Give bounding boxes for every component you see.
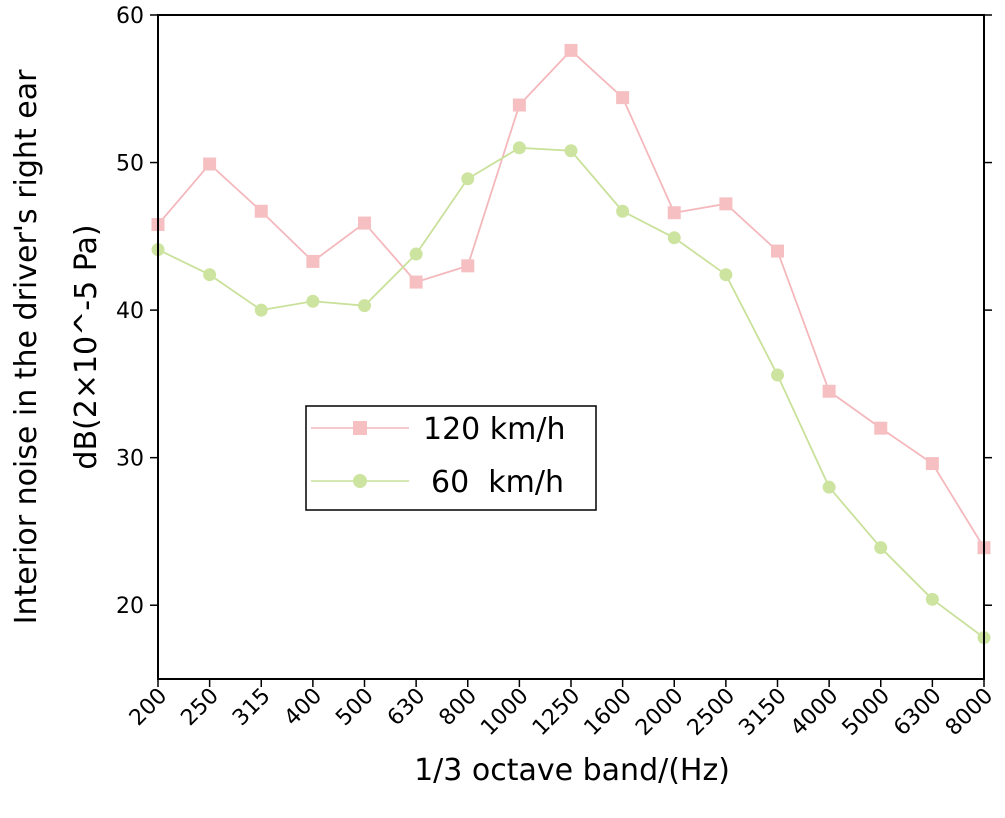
y-axis-title-line1: Interior noise in the driver's right ear: [9, 69, 44, 624]
series-layer: [151, 43, 991, 645]
x-tick-label: 630: [383, 684, 430, 731]
data-point-square: [771, 244, 784, 258]
x-tick-label: 5000: [838, 684, 895, 741]
x-tick-label: 250: [176, 684, 223, 731]
series-1: [151, 141, 991, 645]
y-tick-label: 30: [116, 447, 144, 472]
data-point-square: [512, 98, 526, 112]
data-point-square: [254, 204, 268, 218]
legend-label-120: 120 km/h: [423, 412, 566, 447]
x-tick-label: 400: [280, 684, 327, 731]
data-point-circle: [925, 592, 939, 606]
data-point-square: [203, 157, 217, 171]
x-tick-label: 2000: [631, 684, 688, 741]
data-point-square: [564, 43, 578, 57]
axis-ticks: [150, 14, 992, 687]
x-tick-label: 1000: [476, 684, 533, 741]
x-tick-label: 1600: [580, 684, 637, 741]
data-point-circle: [719, 268, 733, 282]
y-tick-label: 50: [116, 152, 144, 177]
x-tick-label: 8000: [941, 684, 998, 741]
data-point-square: [306, 254, 320, 268]
x-tick-label: 6300: [889, 684, 946, 741]
data-point-circle: [771, 368, 784, 382]
data-point-square: [616, 91, 630, 105]
x-tick-label: 2500: [683, 684, 740, 741]
x-tick-label: 200: [125, 684, 172, 731]
legend: 120 km/h 60 km/h: [305, 405, 597, 511]
data-point-circle: [667, 231, 681, 245]
tick-labels: 200 250 315 400 500 630 8001000125016002000250…: [116, 4, 998, 741]
data-point-circle: [616, 204, 630, 218]
x-tick-label: 4000: [786, 684, 843, 741]
data-point-circle: [874, 541, 888, 555]
legend-square-marker: [353, 421, 367, 435]
data-point-square: [358, 216, 371, 230]
x-tick-label: 800: [435, 684, 482, 731]
data-point-circle: [512, 141, 526, 155]
legend-circle-marker: [353, 474, 367, 488]
x-axis-title: 1/3 octave band/(Hz): [414, 753, 730, 788]
data-point-square: [461, 259, 475, 273]
data-point-square: [822, 384, 836, 398]
series-line: [157, 146, 985, 639]
x-tick-label: 1250: [528, 684, 585, 741]
data-point-circle: [564, 144, 578, 158]
y-tick-label: 60: [116, 4, 144, 29]
plot-frame: [157, 14, 985, 680]
series-0: [151, 43, 991, 555]
y-tick-label: 40: [116, 299, 144, 324]
data-point-circle: [203, 268, 217, 282]
data-point-circle: [461, 172, 475, 186]
data-point-circle: [254, 303, 268, 317]
y-axis-title-line2: dB(2×10^-5 Pa): [69, 224, 104, 469]
data-point-square: [874, 421, 888, 435]
data-point-square: [719, 197, 733, 211]
x-tick-label: 315: [228, 684, 275, 731]
data-point-circle: [306, 294, 320, 308]
data-point-square: [409, 275, 423, 289]
y-tick-label: 20: [116, 594, 144, 619]
data-point-square: [925, 457, 939, 471]
data-point-circle: [409, 247, 423, 261]
data-point-square: [667, 206, 681, 220]
data-point-circle: [358, 299, 371, 313]
x-tick-label: 3150: [734, 684, 791, 741]
legend-label-60: 60 km/h: [431, 465, 564, 500]
x-tick-label: 500: [331, 684, 378, 731]
data-point-circle: [822, 480, 836, 494]
